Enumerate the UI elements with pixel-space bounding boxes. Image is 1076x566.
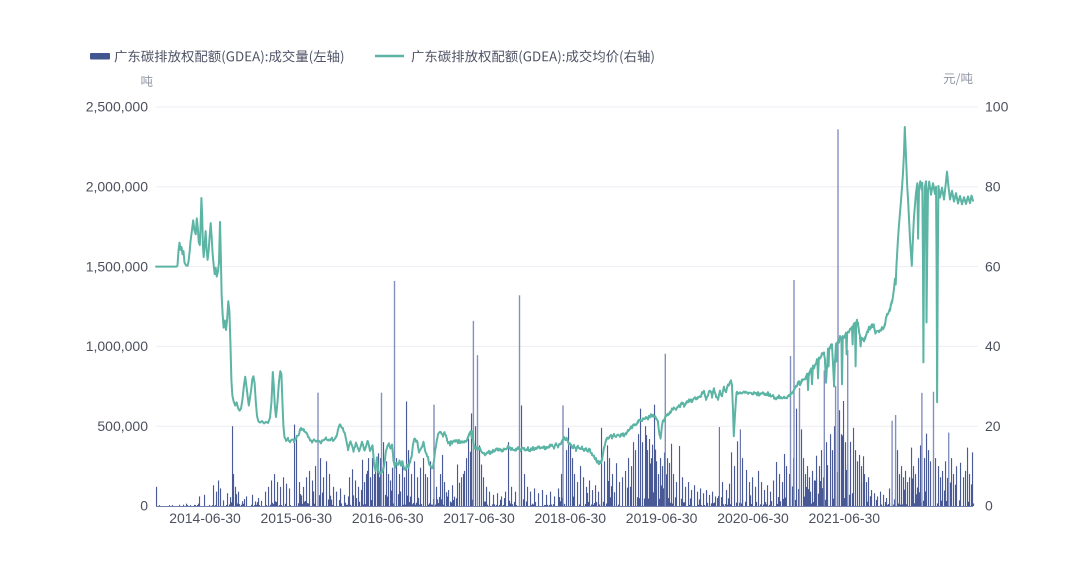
svg-text:0: 0 [140, 498, 148, 514]
svg-text:2014-06-30: 2014-06-30 [169, 510, 241, 526]
svg-text:80: 80 [985, 179, 1001, 195]
svg-text:500,000: 500,000 [97, 418, 148, 434]
svg-text:2015-06-30: 2015-06-30 [260, 510, 332, 526]
svg-text:2,500,000: 2,500,000 [86, 99, 148, 115]
svg-text:2016-06-30: 2016-06-30 [352, 510, 424, 526]
svg-text:40: 40 [985, 338, 1001, 354]
svg-text:100: 100 [985, 99, 1009, 115]
svg-text:2,000,000: 2,000,000 [86, 179, 148, 195]
svg-text:1,000,000: 1,000,000 [86, 338, 148, 354]
svg-text:2019-06-30: 2019-06-30 [626, 510, 698, 526]
svg-text:60: 60 [985, 258, 1001, 274]
svg-text:2020-06-30: 2020-06-30 [717, 510, 789, 526]
svg-text:0: 0 [985, 498, 993, 514]
svg-text:1,500,000: 1,500,000 [86, 258, 148, 274]
svg-text:2017-06-30: 2017-06-30 [443, 510, 515, 526]
svg-text:2018-06-30: 2018-06-30 [534, 510, 606, 526]
svg-text:20: 20 [985, 418, 1001, 434]
svg-text:2021-06-30: 2021-06-30 [808, 510, 880, 526]
